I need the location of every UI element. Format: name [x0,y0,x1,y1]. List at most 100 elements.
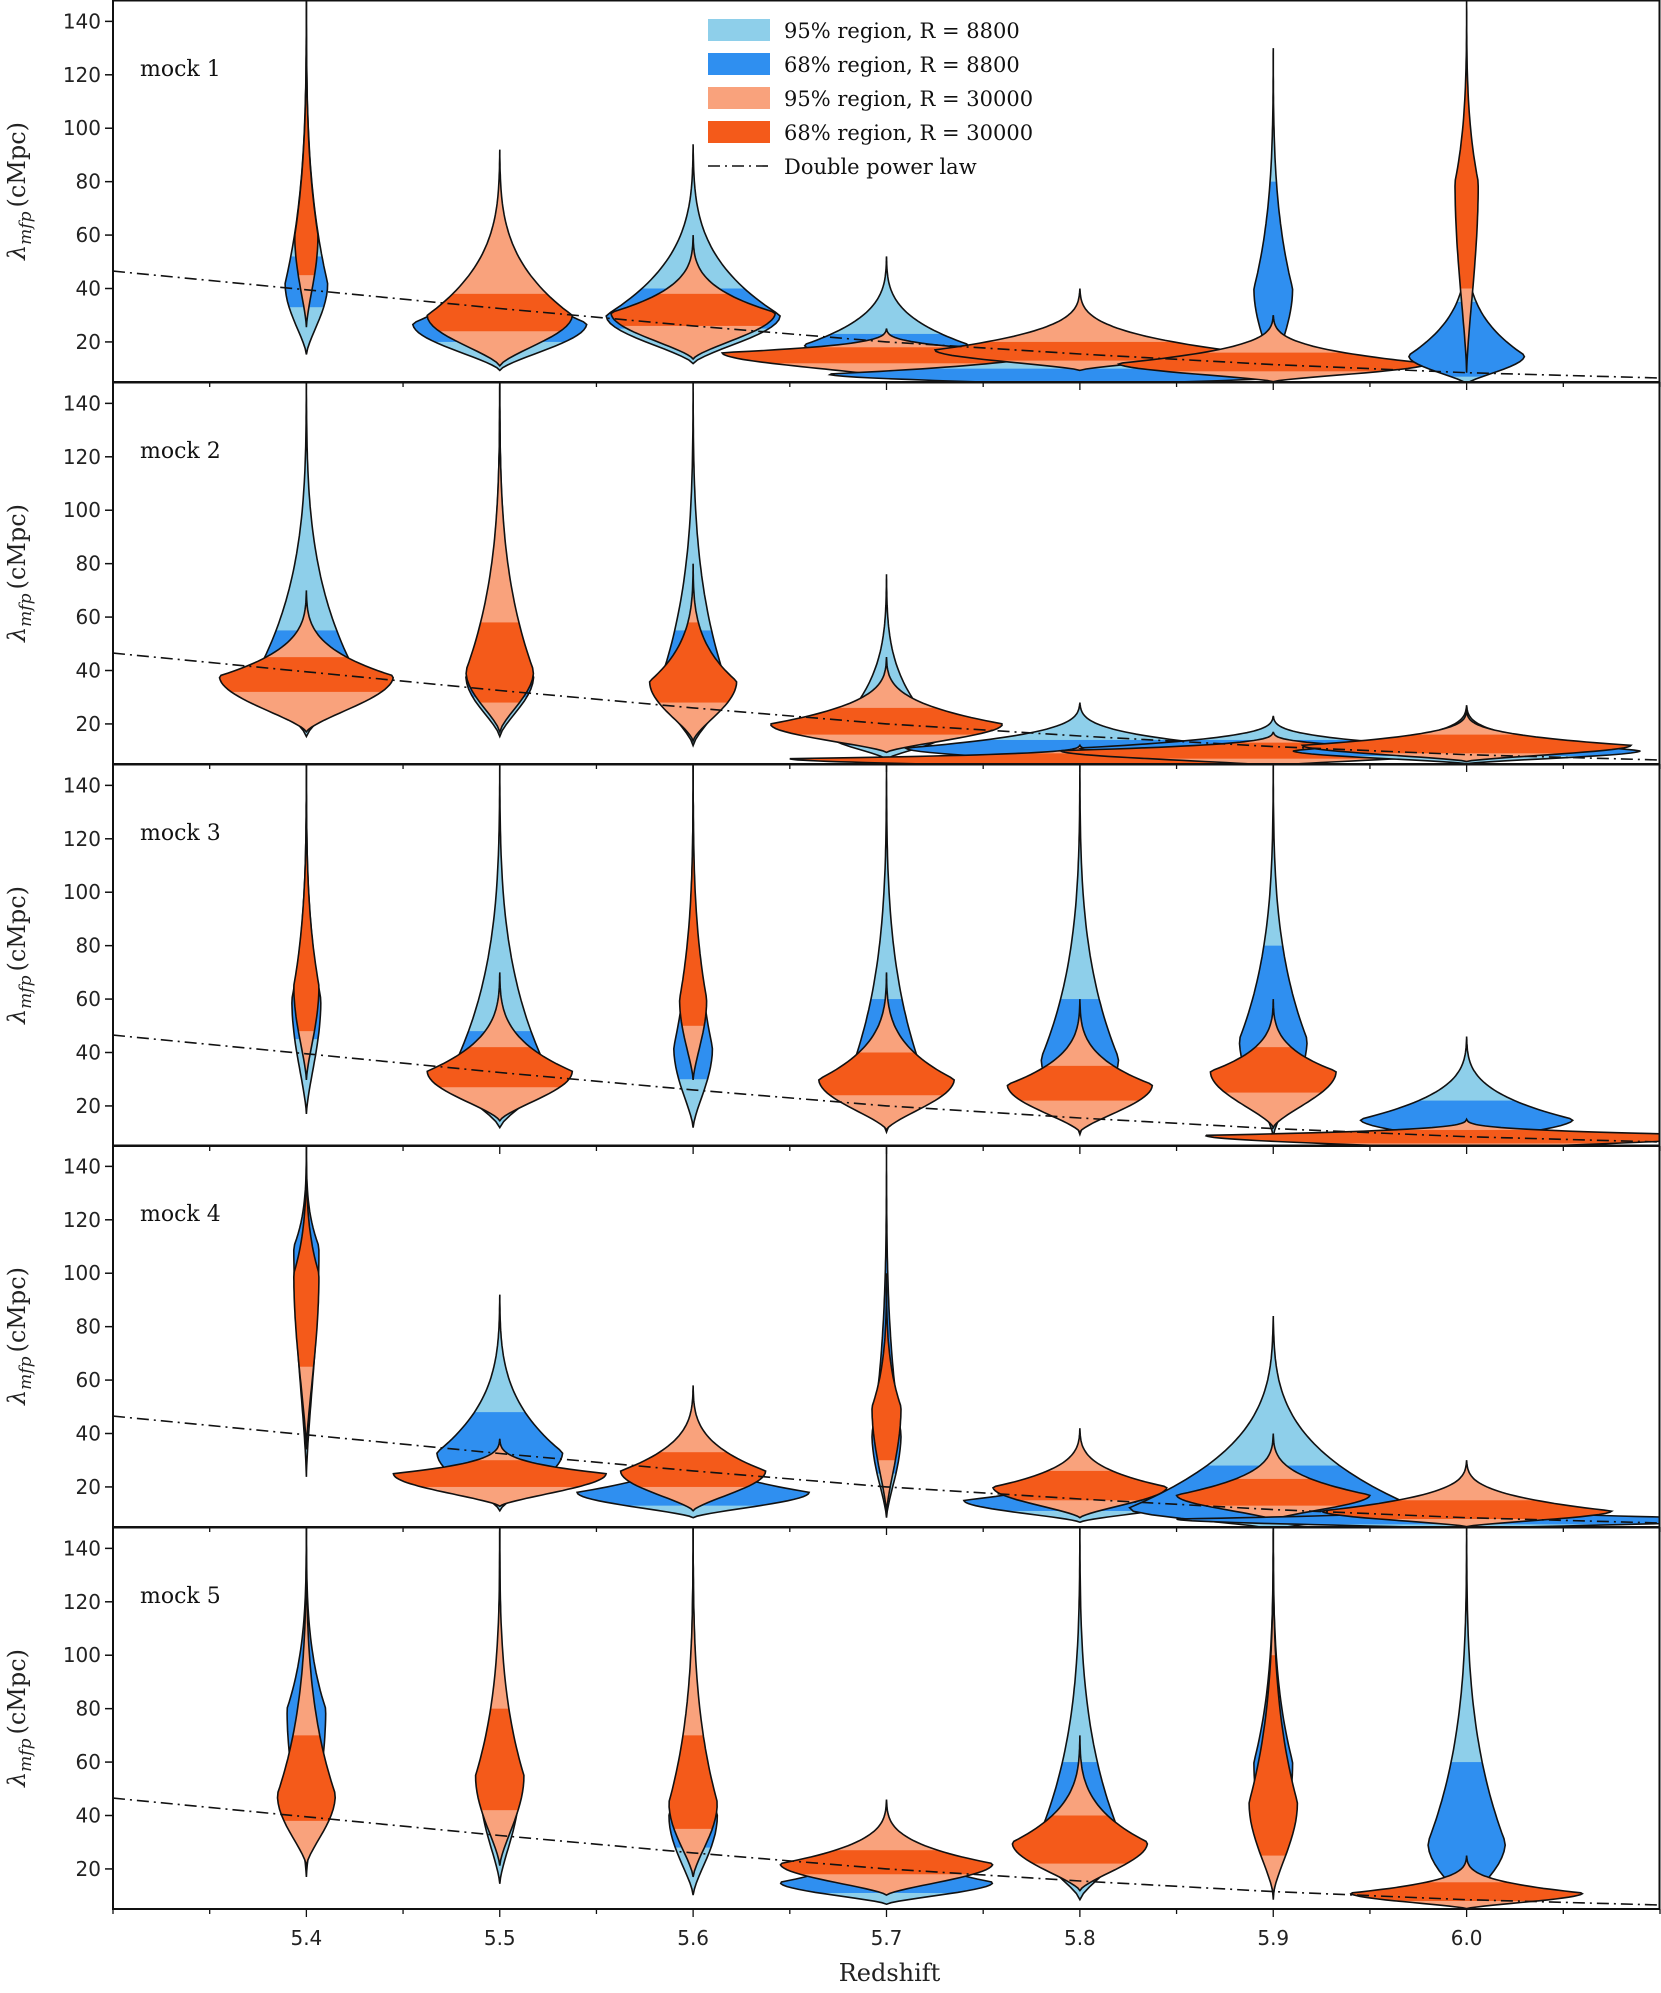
region-68-r30000 [872,1299,901,1461]
violin-outline [293,0,319,328]
violin-outline [619,1385,767,1512]
legend-swatch [708,87,770,109]
violin-outline [1128,1315,1419,1527]
violin-outline [1006,999,1154,1134]
violin-r30000-z5.7 [871,1273,902,1514]
y-tick-label: 140 [63,9,101,33]
violin-outline [292,1145,320,1450]
panel-label: mock 2 [140,439,221,464]
y-tick-label: 60 [76,987,101,1011]
violin-outline [770,657,1003,754]
panel-3: 20 40 60 80 100 120 140 mock 3 λmfp(cMpc) [3,763,1661,1154]
region-68-r30000 [1210,1047,1337,1093]
region-68-r30000 [1302,734,1631,754]
violin-outline [610,235,777,361]
plot-area [113,1145,1660,1527]
x-axis-label: Redshift [839,1959,941,1987]
region-68-r30000 [789,753,1370,764]
violin-r30000-z5.4 [292,1145,320,1450]
x-tick-label: 5.4 [290,1926,322,1950]
region-95-r30000 [771,657,1002,753]
panel-label: mock 3 [140,821,221,846]
region-68-r30000 [771,707,1002,735]
region-95-r30000 [1007,999,1153,1133]
x-tick-label: 5.5 [484,1926,516,1950]
violin-outline [1011,1735,1149,1892]
y-tick-label: 60 [76,1750,101,1774]
violin-outline [1175,1433,1372,1521]
y-tick-label: 80 [76,1315,101,1339]
violin-outline [1253,1527,1294,1900]
plot-area [113,764,1660,1146]
y-tick-label: 20 [76,712,101,736]
violin-outline [1238,764,1308,1137]
violin-r30000-z5.6 [668,1527,718,1878]
region-68-r30000 [219,657,394,692]
x-tick-label: 5.6 [677,1926,709,1950]
legend-label: Double power law [784,155,977,179]
y-tick-label: 80 [76,170,101,194]
violin-r8800-z6 [1427,1527,1507,1909]
region-68-r30000 [1351,1882,1583,1901]
violin-r30000-z5.5 [465,382,535,735]
violin-outline [668,1527,718,1878]
region-68-r30000 [1007,1065,1153,1101]
legend-swatch [708,53,770,75]
y-tick-label: 120 [63,1208,101,1232]
violin-r30000-z5.8 [1006,999,1154,1134]
double-power-law-line [113,1415,1660,1524]
legend-label: 68% region, R = 8800 [784,53,1020,77]
region-68-r30000 [393,1460,607,1487]
violin-outline [1248,1527,1299,1896]
violin-outline [257,382,356,739]
region-68-r30000 [277,1735,336,1821]
violin-outline [1209,999,1337,1130]
legend-item: 68% region, R = 30000 [708,121,1033,145]
y-tick-label: 40 [76,1041,101,1065]
violin-outline [1040,764,1120,1137]
region-95-r30000 [427,972,573,1121]
double-power-law-line [113,270,1660,379]
violin-r30000-z5.9 [1209,999,1337,1130]
panel-4: 20 40 60 80 100 120 140 mock 4 λmfp(cMpc) [3,1144,1661,1535]
y-tick-label: 140 [63,391,101,415]
panel-label: mock 1 [140,57,221,82]
violin-r30000-z5.7 [770,657,1003,754]
legend-swatch [708,19,770,41]
y-tick-label: 40 [76,277,101,301]
region-68-r30000 [1012,1815,1148,1864]
violin-outline [1253,48,1294,378]
violin-outline [605,144,782,365]
violin-outline [293,764,320,1080]
y-tick-label: 80 [76,552,101,576]
legend: 95% region, R = 8800 68% region, R = 8800… [708,19,1033,179]
y-tick-label: 20 [76,330,101,354]
violin-outline [933,288,1227,372]
y-tick-label: 20 [76,1475,101,1499]
violin-r30000-z5.6 [648,563,738,744]
violin-outline [1359,1036,1575,1145]
y-tick-label: 140 [63,1536,101,1560]
y-tick-label: 100 [63,1643,101,1667]
y-tick-label: 100 [63,498,101,522]
violin-outline [1427,1527,1507,1909]
violin-outline [218,590,395,734]
region-68-r30000 [475,1708,524,1811]
violin-outline [871,1273,902,1514]
double-power-law-line [113,1034,1660,1143]
violin-r30000-z5.5 [426,149,574,367]
region-68-r30000 [1118,352,1428,372]
violin-outline [276,1527,337,1869]
violin-r30000-z5.5 [392,1438,608,1508]
y-axis-label: λmfp(cMpc) [3,1649,36,1788]
violin-outline [779,1799,994,1897]
x-tick-label: 5.9 [1257,1926,1289,1950]
panel-label: mock 5 [140,1584,221,1609]
legend-item: 68% region, R = 8800 [708,53,1020,77]
violin-outline [658,382,728,748]
violin-outline [1204,1117,1660,1146]
violin-outline [426,972,574,1123]
violin-outline [1300,710,1633,763]
double-power-law-line [113,652,1660,761]
panel-label: mock 4 [140,1202,221,1227]
